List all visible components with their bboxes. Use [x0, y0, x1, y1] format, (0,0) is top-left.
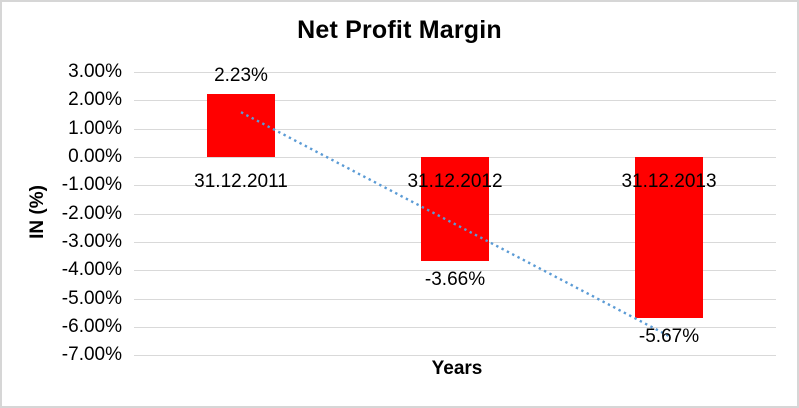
y-axis-tick-label: 1.00% — [68, 117, 122, 139]
category-label: 31.12.2011 — [194, 171, 288, 192]
y-axis-tick-label: -2.00% — [61, 202, 122, 224]
y-axis-tick-label: -3.00% — [61, 230, 122, 252]
y-axis-tick-label: 3.00% — [68, 61, 122, 82]
gridline — [134, 72, 776, 73]
y-axis-tick-label: -5.00% — [61, 287, 122, 309]
category-label: 31.12.2012 — [407, 171, 503, 192]
y-axis-tick-label: -7.00% — [61, 344, 122, 366]
gridline — [134, 355, 776, 357]
y-axis-tick-label: -4.00% — [61, 259, 122, 281]
data-label: -5.67% — [638, 325, 700, 347]
data-label: -3.66% — [424, 268, 486, 290]
category-label: 31.12.2013 — [621, 171, 717, 192]
y-axis-tick-label: -1.00% — [61, 174, 122, 196]
x-axis-title: Years — [431, 358, 483, 379]
chart-title: Net Profit Margin — [297, 16, 502, 44]
gridline — [134, 100, 776, 102]
data-label: 2.23% — [214, 65, 268, 87]
y-axis-tick-label: -6.00% — [61, 315, 122, 337]
y-axis-tick-label: 2.00% — [68, 89, 122, 111]
bar-31.12.2011 — [207, 93, 275, 157]
y-axis-tick-label: 0.00% — [68, 146, 122, 167]
